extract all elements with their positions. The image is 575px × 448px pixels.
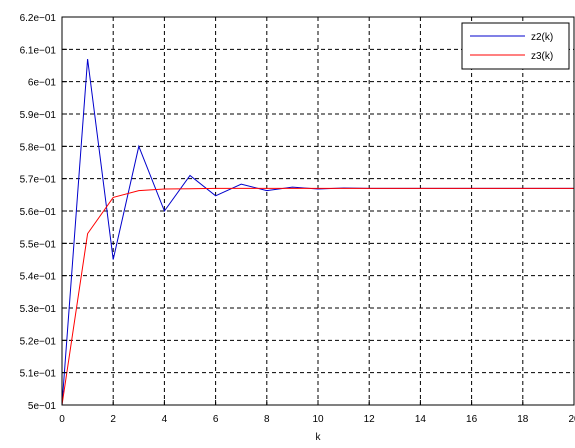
y-tick-label: 6.2e−01 xyxy=(20,13,57,24)
x-tick-label: 4 xyxy=(162,414,168,425)
y-tick-label: 5.9e−01 xyxy=(20,110,57,121)
legend-label-z3: z3(k) xyxy=(531,51,553,62)
series-lines xyxy=(61,58,574,406)
x-axis-ticks: 0 2 4 6 8 10 12 14 16 18 20 xyxy=(59,400,575,425)
x-tick-label: 8 xyxy=(264,414,270,425)
y-tick-label: 5.5e−01 xyxy=(20,239,57,250)
y-tick-label: 5.8e−01 xyxy=(20,142,57,153)
legend-box xyxy=(461,22,570,70)
y-tick-label: 5.6e−01 xyxy=(20,207,57,218)
x-tick-label: 20 xyxy=(568,414,575,425)
y-tick-label: 5.1e−01 xyxy=(20,369,57,380)
y-tick-label: 5.4e−01 xyxy=(20,272,57,283)
x-tick-label: 18 xyxy=(517,414,529,425)
y-tick-label: 5e−01 xyxy=(28,401,57,412)
y-tick-label: 5.7e−01 xyxy=(20,175,57,186)
x-tick-label: 0 xyxy=(59,414,65,425)
y-tick-label: 6e−01 xyxy=(28,78,57,89)
x-tick-label: 10 xyxy=(312,414,324,425)
x-tick-label: 2 xyxy=(110,414,116,425)
x-tick-label: 16 xyxy=(466,414,478,425)
x-tick-label: 6 xyxy=(213,414,219,425)
legend: z2(k) z3(k) xyxy=(461,22,570,70)
x-tick-label: 14 xyxy=(415,414,427,425)
y-tick-label: 5.2e−01 xyxy=(20,336,57,347)
series-line-z3 xyxy=(61,187,574,406)
x-tick-label: 12 xyxy=(364,414,376,425)
y-axis-ticks: 5e−01 5.1e−01 5.2e−01 5.3e−01 5.4e−01 5.5e−01… xyxy=(20,13,67,412)
grid-lines xyxy=(62,17,574,405)
y-tick-label: 6.1e−01 xyxy=(20,45,57,56)
y-tick-label: 5.3e−01 xyxy=(20,304,57,315)
legend-label-z2: z2(k) xyxy=(531,32,553,43)
x-axis-label: k xyxy=(316,432,322,443)
